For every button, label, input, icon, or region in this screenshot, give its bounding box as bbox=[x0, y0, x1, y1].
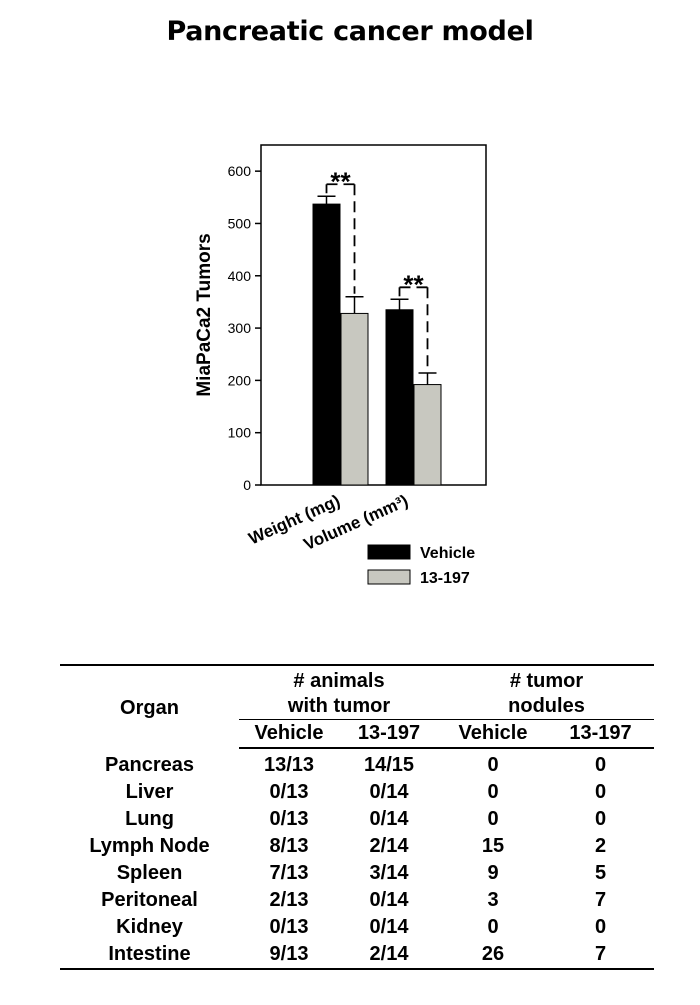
bar bbox=[312, 203, 341, 486]
value-cell: 15 bbox=[481, 835, 505, 857]
value-cell: 2/13 bbox=[269, 889, 309, 911]
value-cell: 14/15 bbox=[363, 754, 415, 776]
y-axis: 0 100 200 300 400 500 600 bbox=[228, 163, 261, 493]
sub-header: 13-197 bbox=[547, 719, 654, 749]
significance-annotations: ** ** bbox=[325, 166, 429, 371]
value-cell: 13/13 bbox=[263, 754, 315, 776]
table-row: Kidney 0/13 0/14 0 0 bbox=[60, 914, 654, 941]
organ-table: Organ # animals with tumor # tumor nodul… bbox=[60, 664, 654, 970]
value-cell: 0/13 bbox=[269, 781, 309, 803]
value-cell: 9 bbox=[487, 862, 499, 884]
value-cell: 0/13 bbox=[269, 916, 309, 938]
value-cell: 3 bbox=[487, 889, 499, 911]
organ-cell: Lung bbox=[125, 808, 174, 830]
value-cell: 0 bbox=[594, 808, 607, 830]
table-row: Liver 0/13 0/14 0 0 bbox=[60, 779, 654, 806]
value-cell: 26 bbox=[439, 941, 547, 970]
value-cell: 2 bbox=[594, 835, 607, 857]
value-cell: 0 bbox=[594, 781, 607, 803]
organ-cell: Intestine bbox=[60, 941, 239, 970]
page-title: Pancreatic cancer model bbox=[166, 16, 534, 47]
value-cell: 0 bbox=[594, 916, 607, 938]
organ-cell: Kidney bbox=[116, 916, 183, 938]
table-row: Lymph Node 8/13 2/14 15 2 bbox=[60, 833, 654, 860]
value-cell: 0/13 bbox=[269, 808, 309, 830]
bars bbox=[312, 195, 442, 486]
table-body: Pancreas 13/13 14/15 0 0 Liver 0/13 0/14 0 0 Lung 0… bbox=[60, 748, 654, 970]
value-cell: 5 bbox=[594, 862, 607, 884]
value-cell: 0 bbox=[487, 754, 499, 776]
bar bbox=[385, 309, 414, 486]
sig-label: ** bbox=[403, 269, 424, 299]
organ-cell: Peritoneal bbox=[101, 889, 198, 911]
organ-header: Organ bbox=[60, 664, 239, 748]
y-axis-label: MiaPaCa2 Tumors bbox=[194, 233, 215, 396]
table-row: Intestine 9/13 2/14 26 7 bbox=[60, 941, 654, 970]
legend-swatch bbox=[367, 544, 411, 560]
value-cell: 0 bbox=[487, 781, 499, 803]
y-tick-label: 300 bbox=[228, 320, 252, 336]
value-cell: 9/13 bbox=[239, 941, 339, 970]
y-tick-label: 400 bbox=[228, 268, 252, 284]
value-cell: 0/14 bbox=[369, 808, 409, 830]
value-cell: 0/14 bbox=[369, 781, 409, 803]
organ-cell: Liver bbox=[125, 781, 174, 803]
bar bbox=[340, 312, 369, 486]
y-tick-label: 100 bbox=[228, 425, 252, 441]
group-header-nodules: # tumor nodules bbox=[439, 664, 654, 720]
organ-cell: Spleen bbox=[116, 862, 183, 884]
value-cell: 0 bbox=[487, 916, 499, 938]
y-tick-label: 600 bbox=[228, 163, 252, 179]
value-cell: 0/14 bbox=[369, 889, 409, 911]
value-cell: 7 bbox=[547, 941, 654, 970]
value-cell: 0/14 bbox=[369, 916, 409, 938]
sub-header: Vehicle bbox=[239, 719, 339, 749]
table-row: Pancreas 13/13 14/15 0 0 bbox=[60, 748, 654, 779]
legend-label: 13-197 bbox=[420, 570, 470, 587]
value-cell: 0 bbox=[594, 754, 607, 776]
legend-swatch bbox=[367, 569, 411, 585]
value-cell: 8/13 bbox=[269, 835, 309, 857]
table-row: Peritoneal 2/13 0/14 3 7 bbox=[60, 887, 654, 914]
organ-cell: Lymph Node bbox=[89, 835, 210, 857]
sub-header: 13-197 bbox=[339, 719, 439, 749]
y-tick-label: 200 bbox=[228, 372, 252, 388]
value-cell: 2/14 bbox=[339, 941, 439, 970]
table-row: Spleen 7/13 3/14 9 5 bbox=[60, 860, 654, 887]
plot-frame bbox=[260, 144, 487, 486]
y-tick-label: 500 bbox=[228, 215, 252, 231]
value-cell: 3/14 bbox=[369, 862, 409, 884]
bar bbox=[413, 384, 442, 486]
group-header-animals: # animals with tumor bbox=[239, 664, 439, 720]
value-cell: 7/13 bbox=[269, 862, 309, 884]
value-cell: 7 bbox=[594, 889, 607, 911]
value-cell: 0 bbox=[487, 808, 499, 830]
y-tick-label: 0 bbox=[243, 477, 251, 493]
sub-header: Vehicle bbox=[439, 719, 547, 749]
organ-cell: Pancreas bbox=[105, 753, 194, 776]
legend: Vehicle 13-197 bbox=[367, 544, 475, 587]
table-row: Lung 0/13 0/14 0 0 bbox=[60, 806, 654, 833]
value-cell: 2/14 bbox=[369, 835, 409, 857]
legend-label: Vehicle bbox=[420, 545, 475, 562]
sig-label: ** bbox=[330, 166, 351, 196]
